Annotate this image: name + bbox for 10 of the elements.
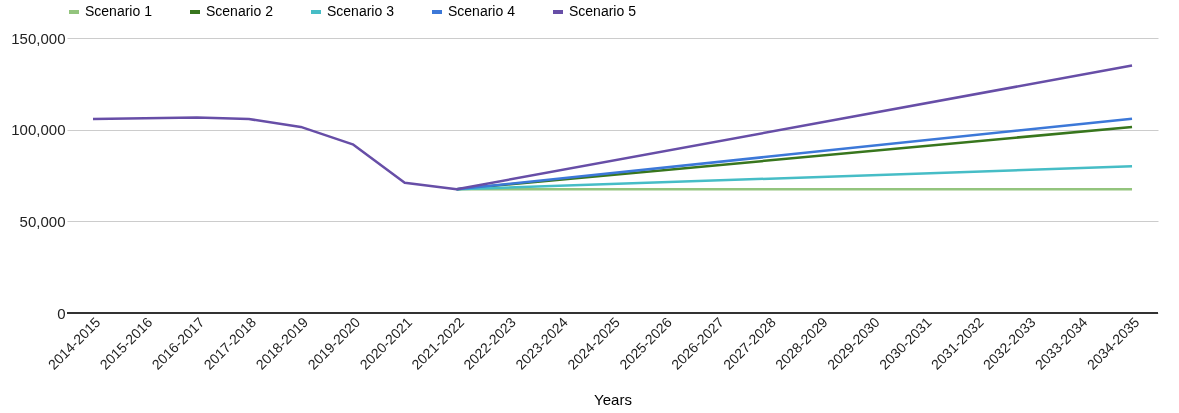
y-tick-label: 50,000 bbox=[19, 212, 66, 230]
y-tick-label: 150,000 bbox=[11, 29, 66, 47]
y-tick-label: 100,000 bbox=[11, 121, 66, 139]
legend-label: Scenario 2 bbox=[206, 3, 274, 19]
legend-label: Scenario 3 bbox=[327, 3, 395, 19]
legend-label: Scenario 5 bbox=[569, 3, 637, 19]
x-axis-title: Years bbox=[594, 390, 632, 408]
legend-label: Scenario 4 bbox=[448, 3, 516, 19]
legend-label: Scenario 1 bbox=[85, 3, 153, 19]
y-tick-label: 0 bbox=[57, 304, 66, 322]
